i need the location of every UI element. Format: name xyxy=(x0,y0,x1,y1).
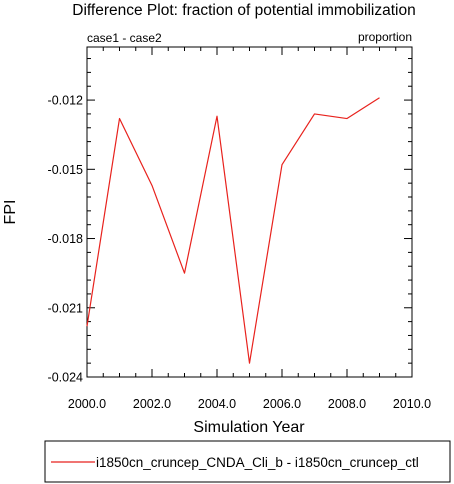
y-tick-label: -0.012 xyxy=(48,94,83,108)
x-tick-label: 2008.0 xyxy=(328,397,366,411)
x-tick-label: 2000.0 xyxy=(68,397,106,411)
y-tick-label: -0.015 xyxy=(48,163,83,177)
y-tick-label: -0.024 xyxy=(48,371,83,385)
chart-title: Difference Plot: fraction of potential i… xyxy=(72,2,415,19)
x-tick-label: 2010.0 xyxy=(393,397,431,411)
axis-ticks: 2000.0 2002.0 2004.0 2006.0 2008.0 2010.0 -0.0… xyxy=(48,47,431,411)
plot-frame xyxy=(86,46,413,378)
series-line xyxy=(86,97,380,364)
chart-subtitle-left: case1 - case2 xyxy=(87,31,162,45)
x-tick-label: 2004.0 xyxy=(198,397,236,411)
y-tick-label: -0.018 xyxy=(48,232,83,246)
y-tick-label: -0.021 xyxy=(48,301,83,315)
x-axis-label: Simulation Year xyxy=(193,419,305,436)
chart-subtitle-right: proportion xyxy=(358,30,412,44)
x-tick-label: 2002.0 xyxy=(133,397,171,411)
legend-box xyxy=(44,440,451,483)
y-axis-label: FPI xyxy=(2,200,19,225)
series-layer xyxy=(86,97,380,364)
x-tick-label: 2006.0 xyxy=(263,397,301,411)
legend-label: i1850cn_cruncep_CNDA_Cli_b - i1850cn_cru… xyxy=(96,455,419,470)
